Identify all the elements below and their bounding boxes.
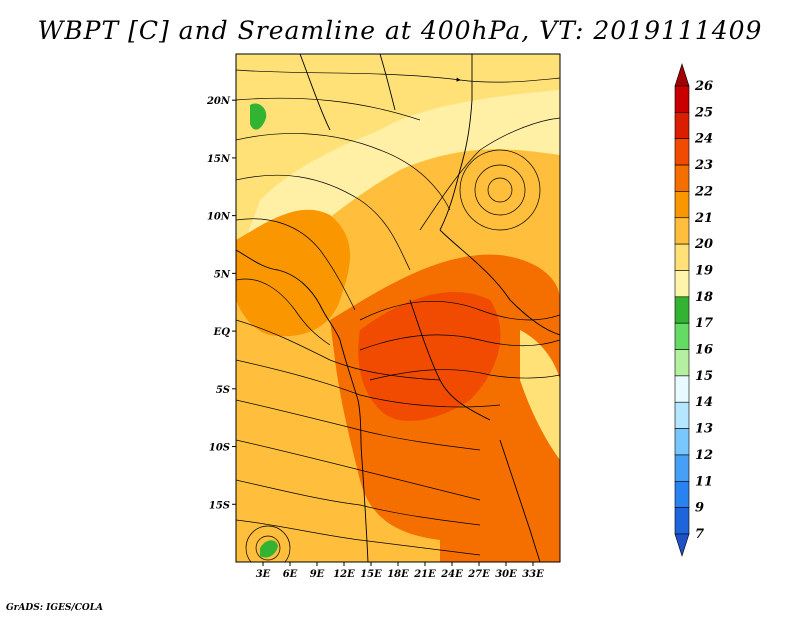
colorbar-segment [674,217,690,245]
colorbar-segment [674,138,690,166]
wbpt-region-22-south [440,523,560,562]
lon-tick-label: 30E [495,569,517,580]
colorbar-label: 15 [695,369,713,384]
colorbar-segment [674,428,690,456]
colorbar-label: 22 [694,184,713,199]
colorbar-segment [674,270,690,298]
colorbar-label: 12 [695,448,713,463]
colorbar-segment [674,349,690,377]
colorbar-segment [674,401,690,429]
lon-tick-label: 3E [256,569,271,580]
colorbar-label: 20 [694,237,713,252]
colorbar-bottom-arrow [674,533,690,557]
colorbar-label: 17 [695,316,713,331]
lat-tick-label: 10N [207,212,231,223]
chart-title: WBPT [C] and Sreamline at 400hPa, VT: 20… [37,16,763,45]
lon-tick-label: 9E [310,569,325,580]
lon-tick-label: 12E [333,569,355,580]
footer-credit: GrADS: IGES/COLA [6,603,104,613]
colorbar-label: 18 [695,290,713,305]
colorbar-label: 19 [695,263,713,278]
streamlines [236,69,560,562]
colorbar-label: 11 [695,474,713,489]
colorbar-label: 14 [695,395,713,410]
lat-tick-label: 20N [206,96,231,107]
lat-axis: 20N 15N 10N 5N EQ 5S 10S 15S [206,96,236,511]
lat-tick-label: 15S [209,500,230,511]
wbpt-region-19-east [520,330,560,460]
colorbar-segment [674,375,690,403]
lon-tick-label: 6E [283,569,298,580]
lon-tick-label: 33E [522,569,544,580]
colorbar-label: 24 [694,132,713,147]
colorbar-label: 26 [694,79,713,94]
wbpt-region-18-green-s [260,540,278,558]
colorbar-segment [674,507,690,535]
lon-tick-label: 18E [387,569,409,580]
wbpt-region-23 [358,291,501,421]
wbpt-region-18-green-n [250,103,267,130]
lat-tick-label: 5N [214,269,231,280]
lat-tick-label: EQ [213,327,231,338]
colorbar-label: 7 [695,527,704,542]
colorbar-label: 9 [695,501,704,516]
wbpt-region-20 [236,54,560,265]
lon-tick-label: 21E [413,569,436,580]
colorbar-label: 25 [694,105,713,120]
lat-tick-label: 5S [216,385,230,396]
lat-tick-label: 15N [207,154,231,165]
colorbar-segment [674,191,690,219]
colorbar-label: 23 [694,158,713,173]
colorbar-top-arrow [674,63,690,87]
colorbar-segment [674,164,690,192]
colorbar-segment [674,112,690,140]
colorbar-segment [674,85,690,113]
colorbar-segment [674,296,690,324]
colorbar-label: 16 [695,343,713,358]
colorbar-segment [674,454,690,482]
lon-tick-label: 15E [360,569,382,580]
wbpt-region-21 [236,209,350,337]
colorbar-label: 13 [695,422,713,437]
colorbar-segment [674,480,690,508]
colorbar-segment [674,243,690,271]
lon-tick-label: 27E [467,569,490,580]
colorbar-segment [674,322,690,350]
map-field [236,54,560,562]
colorbar-label: 21 [694,211,713,226]
lon-tick-label: 24E [440,569,463,580]
lat-tick-label: 10S [209,443,230,454]
lon-axis: 3E 6E 9E 12E 15E 18E 21E 24E 27E 30E 33E [256,562,544,580]
